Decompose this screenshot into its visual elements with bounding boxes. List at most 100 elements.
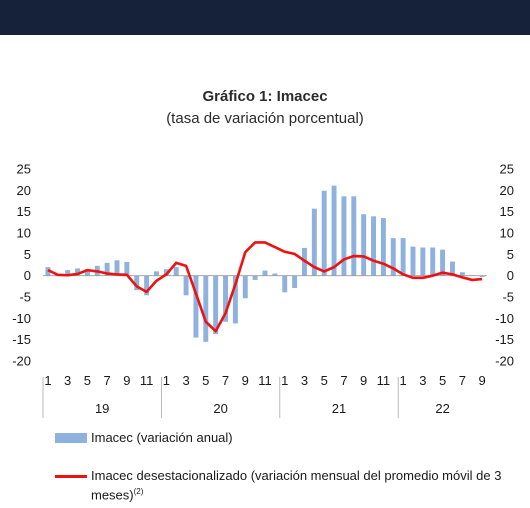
bar	[331, 185, 337, 276]
x-tick-label: 9	[360, 373, 367, 388]
legend-swatch-line	[55, 475, 87, 478]
y-tick-left: -10	[12, 311, 31, 326]
x-year-label: 19	[95, 401, 109, 416]
bar	[351, 196, 357, 276]
y-tick-right: 5	[507, 247, 514, 262]
bar	[262, 270, 268, 276]
x-tick-label: 11	[258, 373, 272, 388]
bar	[430, 247, 436, 276]
bar	[134, 275, 140, 291]
bar	[114, 260, 120, 276]
x-tick-label: 5	[321, 373, 328, 388]
bar	[203, 275, 209, 342]
bar	[420, 247, 426, 276]
bar	[450, 261, 455, 276]
bar	[341, 196, 347, 276]
bar	[400, 238, 406, 276]
top-banner	[0, 0, 530, 35]
x-tick-label: 7	[222, 373, 229, 388]
bar	[144, 275, 150, 296]
y-tick-left: 20	[17, 183, 31, 198]
x-tick-label: 11	[377, 373, 391, 388]
bar	[223, 275, 228, 322]
y-tick-right: -10	[495, 311, 514, 326]
y-tick-left: -20	[12, 354, 31, 369]
legend-swatch-bars	[55, 433, 87, 443]
bar	[390, 238, 396, 276]
x-tick-label: 5	[439, 373, 446, 388]
x-tick-label: 3	[419, 373, 426, 388]
bar	[213, 275, 219, 335]
legend-note: (2)	[133, 487, 144, 496]
y-tick-left: 0	[24, 268, 31, 283]
y-tick-right: -15	[495, 332, 514, 347]
x-tick-label: 9	[242, 373, 249, 388]
bar	[173, 267, 179, 276]
bar	[292, 275, 298, 289]
legend-label-line: Imacec desestacionalizado (variación men…	[91, 468, 515, 503]
y-tick-left: -15	[12, 332, 31, 347]
bar	[311, 208, 317, 276]
bar	[371, 216, 376, 276]
x-year-label: 22	[435, 401, 449, 416]
bar	[232, 275, 238, 324]
y-tick-left: -5	[19, 290, 31, 305]
line-series	[47, 241, 483, 333]
x-tick-label: 5	[202, 373, 209, 388]
y-tick-right: 15	[500, 204, 514, 219]
bar	[272, 273, 278, 276]
bar	[65, 270, 71, 276]
right-axis-ticks: 25 20 15 10 5 0 -5 -10 -15 -20	[495, 162, 514, 369]
x-tick-label: 1	[400, 373, 407, 388]
x-tick-label: 7	[459, 373, 466, 388]
x-tick-label: 1	[44, 373, 51, 388]
x-tick-label: 1	[163, 373, 170, 388]
x-axis: 1 3 5 7 9 11 1 3 5 7 9 11 1 3 5 7 9 11 1 3 5 7 919 20 21 22	[42, 373, 486, 418]
bar-series	[45, 185, 485, 342]
bar	[75, 268, 80, 276]
y-tick-left: 5	[24, 247, 31, 262]
bar	[410, 246, 416, 276]
x-tick-label: 9	[478, 373, 485, 388]
bar	[380, 218, 386, 276]
x-tick-label: 5	[84, 373, 91, 388]
chart-subtitle: (tasa de variación porcentual)	[166, 110, 364, 127]
bar	[252, 275, 258, 280]
bar	[193, 275, 199, 338]
bar	[361, 214, 367, 276]
legend-label-line-text: Imacec desestacionalizado (variación men…	[91, 468, 502, 503]
y-tick-left: 25	[17, 162, 31, 177]
bar	[459, 272, 465, 276]
x-year-label: 21	[332, 401, 346, 416]
x-tick-label: 3	[301, 373, 308, 388]
chart-title: Gráfico 1: Imacec	[202, 88, 328, 105]
x-tick-label: 3	[64, 373, 71, 388]
bar	[104, 262, 110, 276]
y-tick-left: 15	[17, 204, 31, 219]
x-tick-label: 11	[140, 373, 154, 388]
y-tick-right: 0	[507, 268, 514, 283]
y-tick-left: 10	[17, 226, 31, 241]
x-year-label: 20	[213, 401, 227, 416]
x-tick-label: 7	[340, 373, 347, 388]
x-tick-label: 9	[123, 373, 130, 388]
y-tick-right: 10	[500, 226, 514, 241]
legend-item-bars: Imacec (variación anual)	[55, 430, 233, 446]
x-tick-label: 7	[104, 373, 111, 388]
y-tick-right: -20	[495, 354, 514, 369]
bar	[242, 275, 248, 299]
bar	[440, 249, 446, 276]
bar	[183, 275, 189, 296]
bar	[479, 275, 485, 277]
legend-label-bars: Imacec (variación anual)	[91, 430, 233, 445]
bar	[154, 271, 159, 276]
x-tick-label: 1	[281, 373, 288, 388]
legend-item-line: Imacec desestacionalizado (variación men…	[55, 468, 515, 503]
bar	[282, 275, 288, 293]
y-tick-right: 25	[500, 162, 514, 177]
y-tick-right: 20	[500, 183, 514, 198]
bar	[321, 190, 327, 276]
y-tick-right: -5	[502, 290, 514, 305]
bar	[84, 271, 90, 276]
